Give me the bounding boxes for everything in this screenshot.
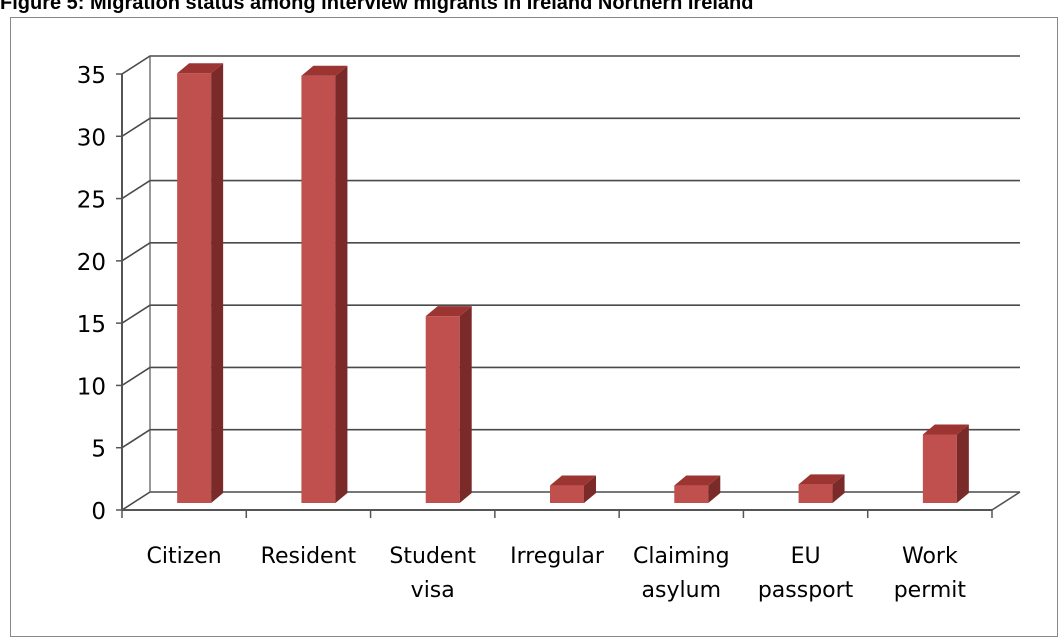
bar-side: [832, 474, 845, 503]
y-tick-label: 30: [77, 125, 106, 151]
x-tick-label-line: Student: [389, 544, 476, 569]
gridline: [121, 366, 1020, 387]
y-tick-label: 20: [77, 250, 106, 276]
gridline: [121, 117, 1020, 137]
chart-title: Figure 5: Migration status among intervi…: [0, 0, 754, 14]
bar: [674, 475, 721, 503]
gridline: [121, 55, 1020, 75]
y-tick-label: 35: [77, 63, 106, 89]
bar-front: [177, 73, 212, 503]
bar-top: [550, 475, 596, 486]
gridline: [121, 428, 1020, 449]
x-tick-label-line: Work: [902, 544, 958, 569]
bar-top: [425, 306, 472, 317]
bar-front: [425, 316, 460, 503]
floor-right-edge: [991, 491, 1021, 511]
bar: [798, 474, 845, 503]
bar-side: [584, 475, 596, 503]
bar-top: [301, 65, 348, 76]
bar: [922, 424, 969, 503]
bar-side: [335, 65, 348, 503]
x-tick-label-line: permit: [894, 578, 967, 603]
x-tick-label: Resident: [261, 544, 357, 569]
bar-front: [922, 434, 957, 503]
y-tick-label: 5: [91, 437, 106, 463]
y-tick-label: 10: [77, 374, 106, 400]
bar-side: [211, 63, 224, 503]
bar-front: [550, 485, 584, 503]
gridline: [121, 304, 1020, 324]
y-tick-label: 0: [91, 499, 106, 525]
bar-side: [459, 306, 472, 503]
bar-front: [798, 484, 833, 503]
x-tick-label-line: Citizen: [147, 544, 222, 569]
y-tick-labels: 0 5 10 15 20 25 30 35: [77, 63, 106, 525]
gridline: [121, 242, 1020, 262]
bars: [177, 63, 969, 503]
bar-side: [956, 424, 969, 503]
x-tick-label-line: Claiming: [633, 544, 730, 569]
bar: [425, 306, 472, 503]
bar-top: [177, 63, 224, 74]
chart-frame: [10, 17, 1058, 637]
y-tick-label: 15: [77, 312, 106, 338]
x-tick-label: EU passport: [758, 544, 854, 603]
x-tick-label: Work permit: [894, 544, 967, 603]
x-tick-label: Claiming asylum: [633, 544, 730, 603]
bar: [301, 65, 348, 503]
bar: [177, 63, 224, 503]
x-tick-labels: Citizen Resident Student visa Irregular Claim…: [147, 544, 967, 603]
x-tick-label: Student visa: [389, 544, 476, 603]
x-tick-label-line: passport: [758, 578, 854, 603]
gridline: [121, 179, 1020, 200]
x-tick-label-line: Resident: [261, 544, 357, 569]
gridlines: [121, 55, 1020, 511]
bar-top: [922, 424, 969, 435]
bar-top: [674, 475, 721, 486]
bar-top: [798, 474, 845, 485]
bar: [550, 475, 596, 503]
x-tick-label-line: EU: [791, 544, 821, 569]
x-tick-label-line: asylum: [642, 578, 721, 603]
x-tick-label: Citizen: [147, 544, 222, 569]
x-tick-label: Irregular: [510, 544, 605, 569]
x-tick-label-line: Irregular: [510, 544, 605, 569]
x-tick-label-line: visa: [411, 578, 455, 603]
bar-side: [708, 475, 721, 503]
bar-front: [301, 75, 336, 503]
axes: [116, 56, 1021, 518]
bar-front: [674, 485, 709, 503]
y-tick-label: 25: [77, 188, 106, 214]
